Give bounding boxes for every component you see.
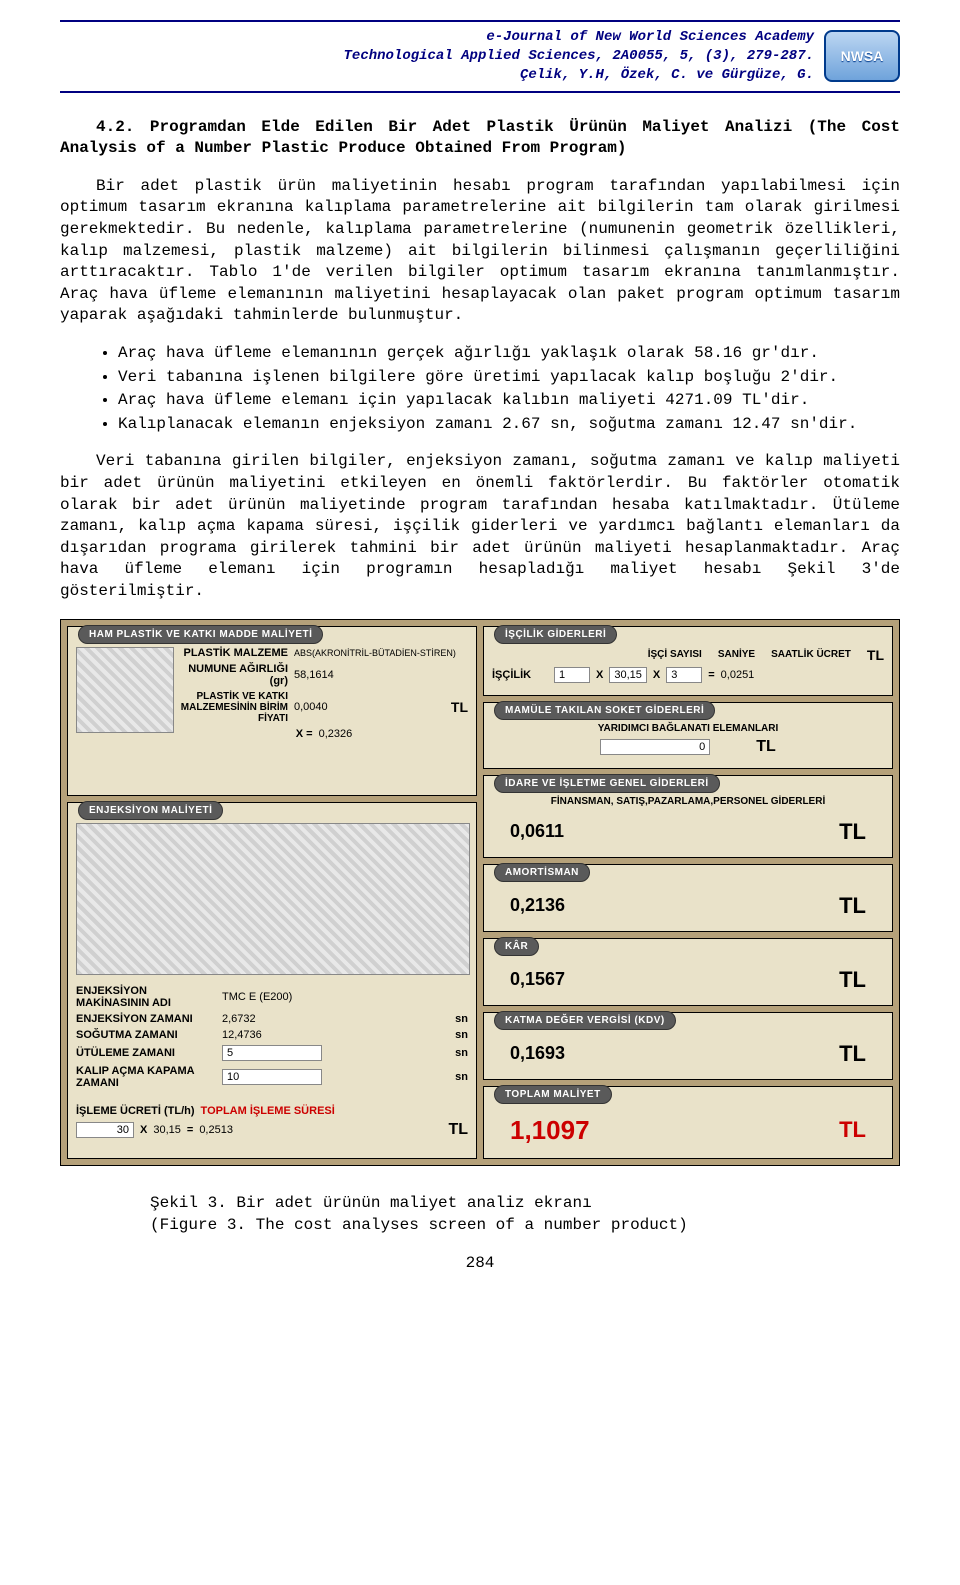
profit-title: KÂR <box>494 937 539 956</box>
tl-unit: TL <box>839 967 866 993</box>
vat-panel: KATMA DEĞER VERGİSİ (KDV) 0,1693 TL <box>483 1012 893 1080</box>
machine-value: TMC E (E200) <box>222 991 292 1003</box>
proc-time-value: 30,15 <box>153 1124 181 1136</box>
caption-line2: (Figure 3. The cost analyses screen of a… <box>150 1214 900 1236</box>
socket-title: MAMÜLE TAKILAN SOKET GİDERLERİ <box>494 701 715 720</box>
tl-unit: TL <box>448 1121 468 1139</box>
socket-input[interactable]: 0 <box>600 739 710 755</box>
raw-material-title: HAM PLASTİK VE KATKI MADDE MALİYETİ <box>78 625 323 644</box>
cost-analysis-figure: HAM PLASTİK VE KATKI MADDE MALİYETİ PLAS… <box>60 619 900 1166</box>
nwsa-logo: NWSA <box>824 30 900 82</box>
bullet-list: Araç hava üfleme elemanının gerçek ağırl… <box>118 343 900 435</box>
proc-time-label: TOPLAM İŞLEME SÜRESİ <box>201 1105 335 1117</box>
left-column: HAM PLASTİK VE KATKI MADDE MALİYETİ PLAS… <box>67 626 477 1159</box>
header-line2: Technological Applied Sciences, 2A0055, … <box>60 47 814 66</box>
tl-unit: TL <box>839 893 866 919</box>
times-value: 0,2326 <box>319 728 353 740</box>
times-symbol: X <box>140 1124 147 1136</box>
sn-unit: sn <box>455 1071 468 1083</box>
total-panel: TOPLAM MALİYET 1,1097 TL <box>483 1086 893 1159</box>
total-title: TOPLAM MALİYET <box>494 1085 612 1104</box>
overhead-title: İDARE VE İŞLETME GENEL GİDERLERİ <box>494 774 720 793</box>
sn-unit: sn <box>455 1029 468 1041</box>
open-close-label: KALIP AÇMA KAPAMA ZAMANI <box>76 1065 216 1089</box>
amort-panel: AMORTİSMAN 0,2136 TL <box>483 864 893 932</box>
page-number: 284 <box>60 1254 900 1272</box>
plastic-material-label: PLASTİK MALZEME <box>180 647 288 659</box>
labor-result: 0,0251 <box>721 669 755 681</box>
labor-title: İŞÇİLİK GİDERLERİ <box>494 625 617 644</box>
amort-title: AMORTİSMAN <box>494 863 590 882</box>
proc-fee-label: İŞLEME ÜCRETİ (TL/h) <box>76 1105 195 1117</box>
vat-value: 0,1693 <box>510 1043 565 1064</box>
header-line1: e-Journal of New World Sciences Academy <box>60 28 814 47</box>
inj-time-value: 2,6732 <box>222 1013 312 1025</box>
sn-unit: sn <box>455 1013 468 1025</box>
labor-hour-input[interactable]: 3 <box>666 667 702 683</box>
machine-image <box>76 823 470 975</box>
tl-unit: TL <box>839 1041 866 1067</box>
unit-price-label: PLASTİK VE KATKI MALZEMESİNİN BİRİM FİYA… <box>180 691 288 724</box>
eq-symbol: = <box>187 1124 193 1136</box>
tl-unit: TL <box>839 1117 866 1143</box>
section-heading: 4.2. Programdan Elde Edilen Bir Adet Pla… <box>60 117 900 160</box>
profit-value: 0,1567 <box>510 969 565 990</box>
unit-price-value: 0,0040 <box>294 701 328 713</box>
cool-time-value: 12,4736 <box>222 1029 312 1041</box>
header-line3: Çelik, Y.H, Özek, C. ve Gürgüze, G. <box>60 66 814 85</box>
tl-unit: TL <box>839 819 866 845</box>
plastic-material-value: ABS(AKRONİTRİL-BÜTADİEN-STİREN) <box>294 648 456 658</box>
socket-subtitle: YARIDIMCI BAĞLANATI ELEMANLARI <box>598 723 779 734</box>
sn-unit: sn <box>455 1047 468 1059</box>
overhead-value: 0,0611 <box>510 821 564 842</box>
head-tl: TL <box>867 647 884 663</box>
figure-caption: Şekil 3. Bir adet ürünün maliyet analiz … <box>60 1192 900 1237</box>
times-label: X = <box>296 728 313 740</box>
caption-line1: Şekil 3. Bir adet ürünün maliyet analiz … <box>150 1192 900 1214</box>
x-symbol: X <box>653 669 660 681</box>
raw-material-panel: HAM PLASTİK VE KATKI MADDE MALİYETİ PLAS… <box>67 626 477 796</box>
injection-title: ENJEKSİYON MALİYETİ <box>78 801 223 820</box>
journal-header: e-Journal of New World Sciences Academy … <box>60 20 900 93</box>
labor-sec-input[interactable]: 30,15 <box>609 667 647 683</box>
socket-panel: MAMÜLE TAKILAN SOKET GİDERLERİ YARIDIMCI… <box>483 702 893 769</box>
total-value: 1,1097 <box>510 1115 590 1146</box>
labor-panel: İŞÇİLİK GİDERLERİ İŞÇİ SAYISI SANİYE SAA… <box>483 626 893 696</box>
cool-time-label: SOĞUTMA ZAMANI <box>76 1029 216 1041</box>
amort-value: 0,2136 <box>510 895 565 916</box>
para2: Veri tabanına girilen bilgiler, enjeksiy… <box>60 451 900 602</box>
injection-panel: ENJEKSİYON MALİYETİ ENJEKSİYON MAKİNASIN… <box>67 802 477 1159</box>
open-close-input[interactable]: 10 <box>222 1069 322 1085</box>
tl-unit: TL <box>756 738 776 756</box>
x-symbol: X <box>596 669 603 681</box>
vat-title: KATMA DEĞER VERGİSİ (KDV) <box>494 1011 676 1030</box>
machine-label: ENJEKSİYON MAKİNASININ ADI <box>76 985 216 1009</box>
inj-time-label: ENJEKSİYON ZAMANI <box>76 1013 216 1025</box>
labor-row-label: İŞÇİLİK <box>492 669 548 681</box>
weight-label: NUMUNE AĞIRLIĞI (gr) <box>180 663 288 687</box>
proc-fee-input[interactable]: 30 <box>76 1122 134 1138</box>
eq-symbol: = <box>708 669 714 681</box>
head-count: İŞÇİ SAYISI <box>648 649 702 660</box>
bullet-item: Araç hava üfleme elemanı için yapılacak … <box>118 390 900 412</box>
head-hour: SAATLİK ÜCRET <box>771 649 851 660</box>
head-sec: SANİYE <box>718 649 755 660</box>
overhead-panel: İDARE VE İŞLETME GENEL GİDERLERİ FİNANSM… <box>483 775 893 858</box>
iron-time-input[interactable]: 5 <box>222 1045 322 1061</box>
iron-time-label: ÜTÜLEME ZAMANI <box>76 1047 216 1059</box>
profit-panel: KÂR 0,1567 TL <box>483 938 893 1006</box>
weight-value: 58,1614 <box>294 669 334 681</box>
tl-unit: TL <box>451 699 468 715</box>
overhead-subtitle: FİNANSMAN, SATIŞ,PAZARLAMA,PERSONEL GİDE… <box>551 796 825 807</box>
header-text: e-Journal of New World Sciences Academy … <box>60 28 824 85</box>
bullet-item: Veri tabanına işlenen bilgilere göre üre… <box>118 367 900 389</box>
para1: Bir adet plastik ürün maliyetinin hesabı… <box>60 176 900 327</box>
bullet-item: Araç hava üfleme elemanının gerçek ağırl… <box>118 343 900 365</box>
part-image <box>76 647 174 733</box>
body-text: 4.2. Programdan Elde Edilen Bir Adet Pla… <box>60 117 900 603</box>
bullet-item: Kalıplanacak elemanın enjeksiyon zamanı … <box>118 414 900 436</box>
proc-result: 0,2513 <box>199 1124 233 1136</box>
right-column: İŞÇİLİK GİDERLERİ İŞÇİ SAYISI SANİYE SAA… <box>483 626 893 1159</box>
labor-count-input[interactable]: 1 <box>554 667 590 683</box>
